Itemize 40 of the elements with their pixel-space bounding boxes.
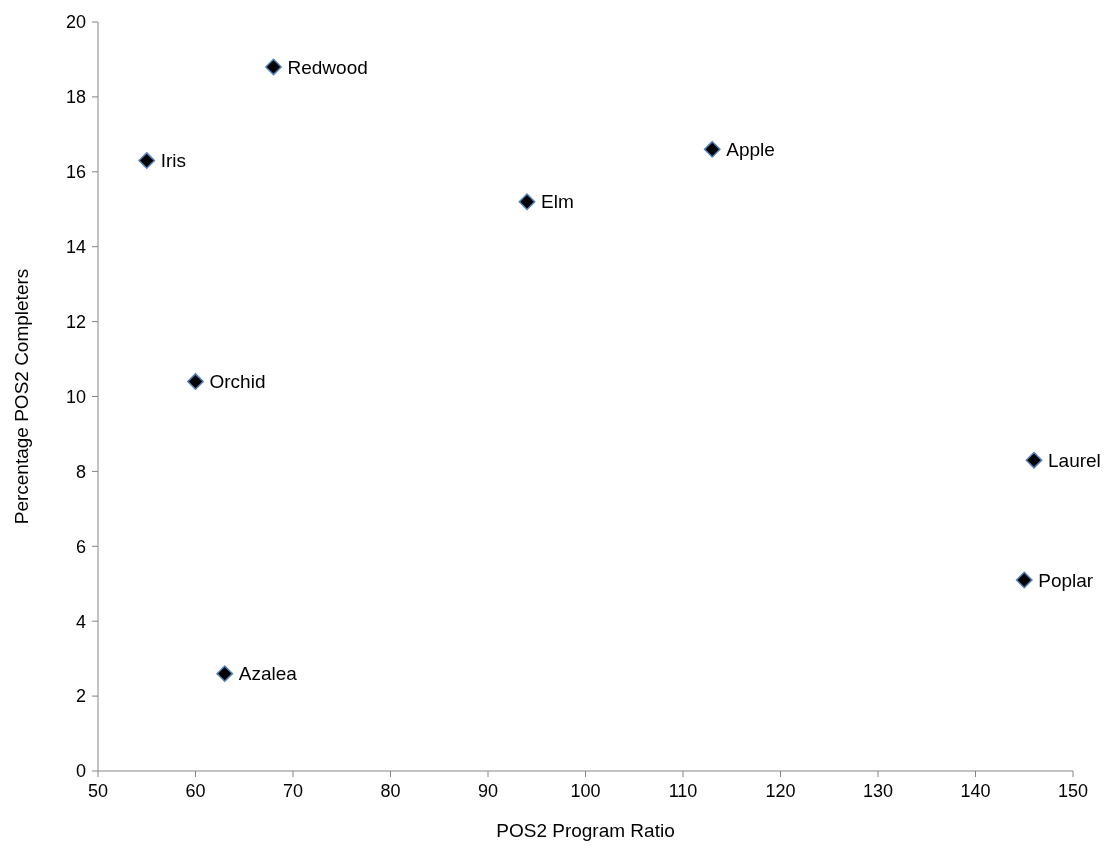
point	[1015, 571, 1033, 589]
annotation: Elm	[541, 191, 574, 213]
point	[265, 58, 282, 76]
x-tick-label: 80	[380, 781, 401, 801]
point	[518, 193, 536, 211]
point	[216, 665, 234, 683]
annotation: Poplar	[1038, 569, 1094, 591]
y-tick-label: 2	[75, 686, 86, 707]
y-tick-label: 18	[65, 87, 86, 108]
x-tick-label: 150	[1057, 781, 1089, 801]
x-tick-label: 50	[87, 781, 109, 801]
annotation: Azalea	[238, 663, 298, 685]
y-tick-label: 10	[65, 386, 86, 407]
y-tick-label: 14	[65, 237, 86, 257]
y-tick-label: 0	[75, 761, 86, 782]
point	[187, 373, 204, 390]
annotation: Apple	[726, 138, 775, 160]
x-tick-label: 70	[282, 781, 304, 801]
annotation: Iris	[160, 150, 187, 172]
x-tick-label: 60	[185, 781, 206, 801]
point	[138, 152, 156, 169]
annotation: Redwood	[287, 56, 368, 78]
x-tick-label: 140	[960, 781, 991, 801]
y-tick-label: 8	[75, 461, 86, 482]
annotation: Laurel	[1048, 449, 1101, 471]
x-tick-label: 100	[570, 781, 601, 801]
x-tick-label: 120	[765, 781, 796, 801]
x-axis-title: POS2 Program Ratio	[496, 820, 675, 841]
y-tick-label: 12	[65, 311, 86, 332]
y-tick-label: 20	[65, 12, 86, 33]
annotation: Orchid	[209, 371, 266, 393]
y-tick-label: 4	[75, 611, 86, 632]
y-tick-label: 6	[75, 536, 86, 557]
x-tick-label: 90	[477, 781, 499, 801]
point	[1025, 451, 1043, 469]
y-axis-title: Percentage POS2 Completers	[11, 268, 32, 525]
x-tick-label: 130	[862, 781, 894, 801]
x-tick-label: 110	[668, 781, 698, 801]
point	[703, 140, 721, 158]
y-tick-label: 16	[65, 162, 86, 183]
